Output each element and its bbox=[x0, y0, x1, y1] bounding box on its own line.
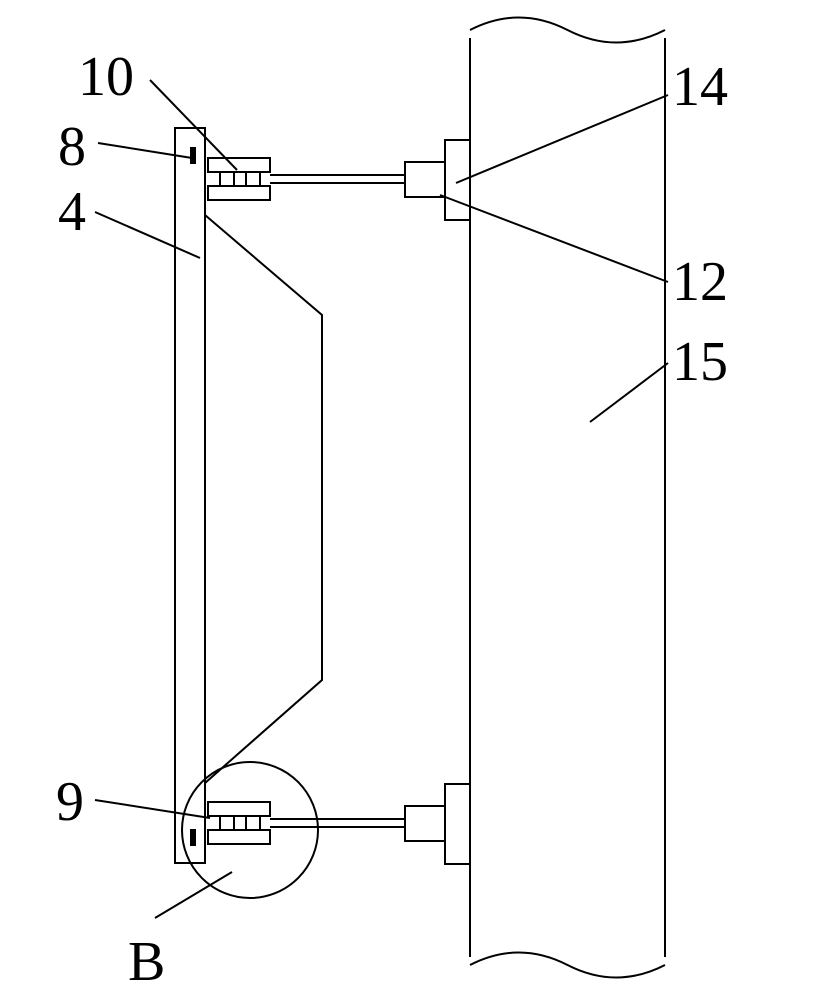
label-10: 10 bbox=[78, 45, 134, 109]
connector-block-1 bbox=[405, 806, 445, 841]
technical-diagram bbox=[0, 0, 818, 1000]
hinge-1-part-1 bbox=[208, 830, 270, 844]
leader-line-4 bbox=[440, 195, 668, 282]
hinge-1-part-0 bbox=[208, 802, 270, 816]
label-9: 9 bbox=[56, 770, 84, 834]
mounting-plate-1 bbox=[445, 784, 470, 864]
hinge-0-part-0 bbox=[208, 158, 270, 172]
leader-line-5 bbox=[590, 363, 668, 422]
leader-line-3 bbox=[456, 95, 668, 183]
plate-marker-0 bbox=[191, 148, 195, 163]
column-top-break bbox=[470, 18, 665, 43]
hinge-0-part-2 bbox=[220, 172, 234, 186]
label-4: 4 bbox=[58, 180, 86, 244]
plate-marker-1 bbox=[191, 830, 195, 845]
hinge-1-part-3 bbox=[246, 816, 260, 830]
column-bottom-break bbox=[470, 953, 665, 978]
leader-line-2 bbox=[95, 212, 200, 258]
hinge-0-part-3 bbox=[246, 172, 260, 186]
label-12: 12 bbox=[672, 250, 728, 314]
leader-line-6 bbox=[95, 800, 210, 818]
panel-shape bbox=[205, 215, 322, 783]
connector-block-0 bbox=[405, 162, 445, 197]
leader-line-1 bbox=[98, 143, 192, 158]
label-8: 8 bbox=[58, 115, 86, 179]
label-15: 15 bbox=[672, 330, 728, 394]
vertical-plate bbox=[175, 128, 205, 863]
label-14: 14 bbox=[672, 55, 728, 119]
mounting-plate-0 bbox=[445, 140, 470, 220]
hinge-1-part-2 bbox=[220, 816, 234, 830]
label-B: B bbox=[128, 930, 165, 994]
leader-line-7 bbox=[155, 872, 232, 918]
hinge-0-part-1 bbox=[208, 186, 270, 200]
